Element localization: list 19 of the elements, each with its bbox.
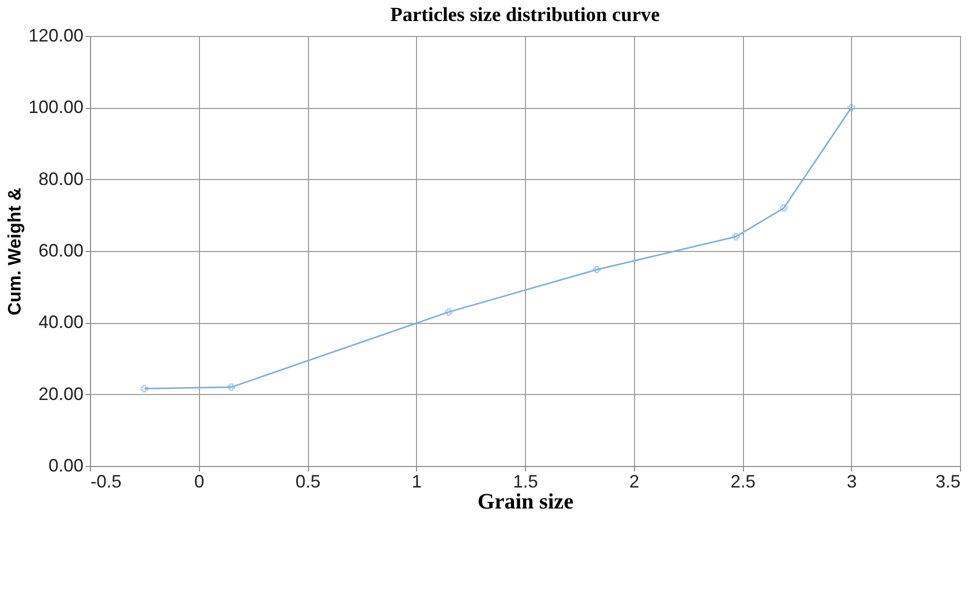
- y-axis-title: Cum. Weight &: [4, 188, 24, 316]
- x-tick-label: 2.5: [730, 472, 756, 492]
- x-tick-label: 1: [412, 472, 422, 492]
- y-tick-label: 20.00: [38, 384, 84, 404]
- x-tick-label: 1.5: [512, 472, 538, 492]
- y-tick-label: 0.00: [48, 456, 84, 476]
- y-tick-label: 80.00: [38, 168, 84, 189]
- y-tick-label: 120.00: [28, 26, 84, 46]
- y-tick-label: 60.00: [38, 240, 84, 260]
- chart-title: Particles size distribution curve: [390, 4, 660, 26]
- x-tick-label: 3.5: [935, 472, 960, 492]
- y-tick-label: 100.00: [28, 97, 84, 118]
- x-tick-label: -0.5: [90, 472, 122, 492]
- x-tick-label: 0: [194, 472, 204, 492]
- y-tick-label: 40.00: [38, 312, 84, 332]
- x-tick-label: 0.5: [295, 472, 321, 492]
- x-tick-label: 3: [846, 472, 857, 492]
- x-tick-label: 2: [629, 472, 640, 492]
- x-axis-title: Grain size: [478, 488, 574, 514]
